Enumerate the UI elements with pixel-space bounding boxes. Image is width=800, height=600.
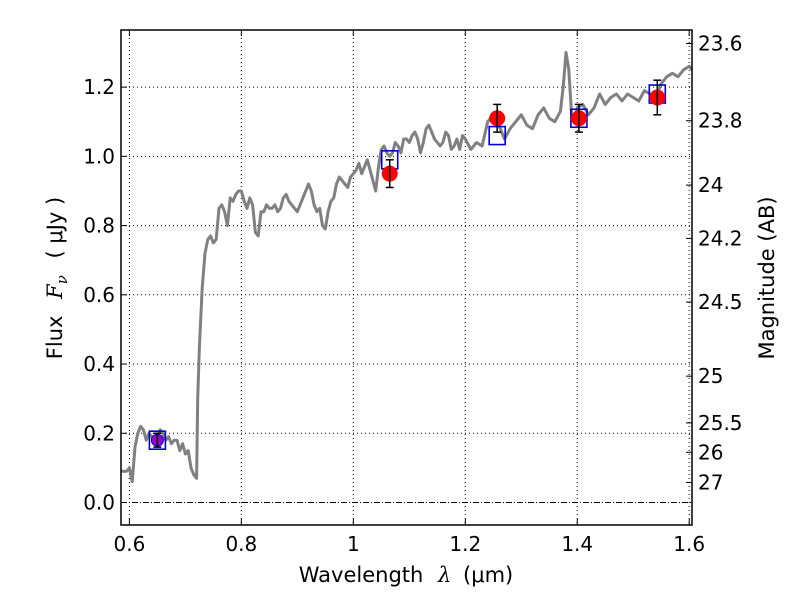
x-tick-label: 1 <box>347 532 360 556</box>
right-tick-labels: 23.6 23.8 24 24.2 24.5 25 25.5 26 27 <box>698 32 743 495</box>
y-axis-label: Flux Fν ( μJy ) <box>43 197 72 359</box>
y-tick-label: 0.8 <box>83 214 115 238</box>
y-axis-label-text: Flux <box>43 316 67 360</box>
right-axis-label: Magnitude (AB) <box>755 196 779 359</box>
x-tick-label: 1.4 <box>561 532 593 556</box>
y-axis-label-symbol: F <box>43 283 67 300</box>
y-tick-label: 0.0 <box>83 491 115 515</box>
y-tick-label: 1.0 <box>83 144 115 168</box>
y-tick-labels: 0.0 0.2 0.4 0.6 0.8 1.0 1.2 <box>83 75 115 514</box>
y-axis-label-subscript: ν <box>53 275 71 284</box>
x-axis-label-text: Wavelength <box>299 563 424 587</box>
model-spectrum-line <box>121 51 694 484</box>
right-tick-label: 27 <box>698 470 723 494</box>
right-tick-label: 24.5 <box>698 290 743 314</box>
right-tick-label: 25 <box>698 364 723 388</box>
plot-frame <box>120 29 693 526</box>
x-axis-label-unit: (μm) <box>463 563 513 587</box>
y-tick-label: 0.2 <box>83 421 115 445</box>
right-tick-label: 24.2 <box>698 226 743 250</box>
right-tick-label: 26 <box>698 440 723 464</box>
grid <box>121 30 692 525</box>
x-tick-labels: 0.6 0.8 1 1.2 1.4 1.6 <box>113 532 705 556</box>
observed-points <box>150 79 666 448</box>
x-tick-label: 0.6 <box>113 532 145 556</box>
x-tick-label: 1.2 <box>449 532 481 556</box>
model-band-marker <box>148 430 167 450</box>
x-tick-label: 0.8 <box>225 532 257 556</box>
right-tick-label: 23.6 <box>698 32 743 56</box>
right-tick-label: 25.5 <box>698 411 743 435</box>
x-tick-label: 1.6 <box>673 532 705 556</box>
plot-background <box>121 30 692 525</box>
y-axis-label-unit: ( μJy ) <box>43 197 67 259</box>
right-tick-label: 23.8 <box>698 109 743 133</box>
x-axis-label: Wavelength λ (μm) <box>299 563 513 587</box>
y-tick-label: 0.4 <box>83 352 115 376</box>
y-tick-label: 0.6 <box>83 283 115 307</box>
axis-ticks <box>121 30 692 525</box>
right-tick-label: 24 <box>698 173 723 197</box>
x-axis-label-symbol: λ <box>437 563 451 587</box>
y-tick-label: 1.2 <box>83 75 115 99</box>
